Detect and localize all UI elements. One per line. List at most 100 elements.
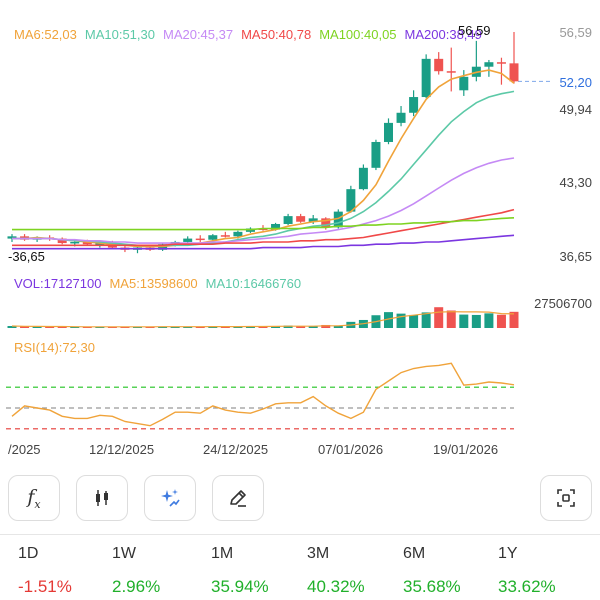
candle bbox=[220, 235, 230, 237]
volume-axis-max: 27506700 bbox=[534, 296, 592, 311]
period-1w[interactable]: 1W 2.96% bbox=[112, 545, 212, 597]
candle bbox=[434, 58, 444, 72]
candle bbox=[296, 216, 306, 222]
period-label: 1W bbox=[112, 545, 136, 562]
candle bbox=[271, 223, 281, 230]
ma-legend: MA6:52,03 MA10:51,30 MA20:45,37 MA50:40,78 M… bbox=[14, 27, 490, 42]
volume-bar bbox=[484, 313, 494, 328]
volume-bar bbox=[471, 314, 481, 328]
candle bbox=[208, 235, 218, 240]
candle bbox=[283, 216, 293, 224]
vol-legend-item-1: MA5:13598600 bbox=[109, 276, 198, 291]
candle bbox=[509, 63, 519, 82]
ma-line-ma50 bbox=[12, 208, 515, 247]
ma-legend-item-0: MA6:52,03 bbox=[14, 27, 77, 42]
volume-bar bbox=[20, 326, 30, 328]
candle bbox=[484, 62, 494, 67]
low-price-label: -36,65 bbox=[8, 249, 45, 264]
candle bbox=[409, 97, 419, 113]
period-change: -1.51% bbox=[18, 577, 72, 596]
ma-line-ma6 bbox=[12, 69, 515, 248]
fullscreen-icon bbox=[557, 489, 575, 507]
volume-ma5-line bbox=[11, 311, 515, 328]
volume-bar bbox=[45, 326, 55, 328]
volume-bar bbox=[459, 314, 469, 328]
x-label: 19/01/2026 bbox=[433, 442, 499, 457]
period-change: 35.68% bbox=[403, 577, 461, 596]
volume-bar bbox=[133, 326, 142, 328]
chart-type-button[interactable] bbox=[76, 475, 128, 521]
candle bbox=[183, 238, 193, 242]
volume-bar bbox=[195, 326, 205, 328]
x-label: 07/01/2026 bbox=[318, 442, 384, 457]
candle bbox=[333, 211, 343, 228]
candle bbox=[321, 218, 331, 228]
volume-bar bbox=[396, 313, 406, 328]
ma-legend-item-2: MA20:45,37 bbox=[162, 27, 234, 42]
period-change: 2.96% bbox=[112, 577, 161, 596]
ma-legend-item-1: MA10:51,30 bbox=[84, 27, 155, 42]
price-axis-level-2: 43,30 bbox=[559, 175, 592, 190]
period-1m[interactable]: 1M 35.94% bbox=[211, 545, 311, 597]
candles-icon bbox=[96, 490, 108, 506]
ma-line-ma200 bbox=[12, 234, 515, 250]
volume-bar bbox=[220, 326, 230, 328]
volume-legend: VOL:17127100 MA5:13598600 MA10:16466760 bbox=[14, 276, 309, 291]
ma-legend-item-4: MA100:40,05 bbox=[319, 27, 397, 42]
period-1y[interactable]: 1Y 33.62% bbox=[498, 545, 598, 597]
period-label: 1Y bbox=[498, 545, 518, 562]
volume-bar bbox=[145, 326, 155, 328]
volume-bar bbox=[245, 326, 255, 328]
volume-bar bbox=[32, 326, 42, 328]
vol-legend-item-2: MA10:16466760 bbox=[205, 276, 302, 291]
sparkle-icon bbox=[161, 489, 180, 507]
period-label: 1M bbox=[211, 545, 234, 562]
volume-bar bbox=[70, 326, 80, 328]
candle bbox=[195, 238, 205, 241]
candle bbox=[358, 167, 368, 190]
period-change: 40.32% bbox=[307, 577, 365, 596]
ai-analysis-button[interactable] bbox=[144, 475, 196, 521]
candle bbox=[396, 112, 406, 123]
candle bbox=[496, 62, 506, 64]
chart-canvas bbox=[6, 32, 550, 430]
rsi-line bbox=[11, 362, 515, 427]
volume-bar bbox=[308, 326, 318, 328]
candle bbox=[82, 241, 92, 245]
price-axis-low: 36,65 bbox=[559, 249, 592, 264]
volume-bar bbox=[434, 307, 444, 328]
candle bbox=[421, 58, 431, 98]
indicator-button[interactable]: fx bbox=[8, 475, 60, 521]
volume-bar bbox=[258, 326, 268, 328]
price-axis-top: 56,59 bbox=[559, 25, 592, 40]
candle bbox=[446, 71, 456, 73]
pencil-icon bbox=[230, 490, 246, 507]
fx-icon: fx bbox=[27, 485, 41, 511]
chart-toolbar: fx bbox=[8, 475, 592, 523]
candle bbox=[371, 141, 381, 168]
period-3m[interactable]: 3M 40.32% bbox=[307, 545, 407, 597]
candle bbox=[459, 76, 469, 91]
volume-bar bbox=[421, 312, 431, 328]
volume-bar bbox=[271, 326, 281, 328]
period-6m[interactable]: 6M 35.68% bbox=[403, 545, 503, 597]
volume-bar bbox=[7, 326, 17, 328]
volume-bar bbox=[384, 312, 393, 328]
rsi-legend: RSI(14):72,30 bbox=[14, 340, 95, 355]
fullscreen-button[interactable] bbox=[540, 475, 592, 521]
volume-bar bbox=[57, 326, 67, 328]
volume-bar bbox=[321, 324, 331, 328]
period-change: 33.62% bbox=[498, 577, 556, 596]
period-1d[interactable]: 1D -1.51% bbox=[18, 545, 118, 597]
volume-bar bbox=[82, 326, 92, 328]
draw-button[interactable] bbox=[212, 475, 264, 521]
volume-bar bbox=[333, 325, 343, 328]
volume-bar bbox=[509, 311, 519, 328]
candle bbox=[57, 238, 67, 244]
price-axis-current: 52,20 bbox=[559, 75, 592, 90]
volume-bar bbox=[409, 314, 419, 328]
candle bbox=[233, 231, 243, 237]
divider bbox=[0, 534, 600, 535]
period-label: 6M bbox=[403, 545, 426, 562]
x-label: 24/12/2025 bbox=[203, 442, 269, 457]
